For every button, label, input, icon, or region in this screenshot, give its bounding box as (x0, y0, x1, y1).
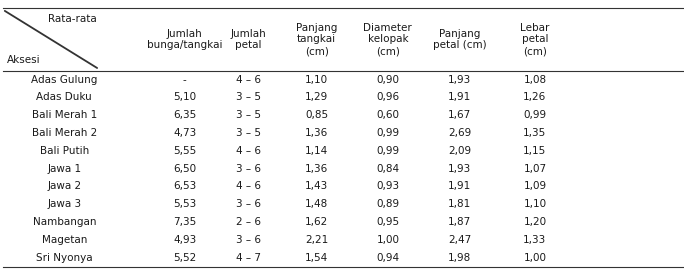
Text: 5,53: 5,53 (173, 199, 196, 209)
Text: -: - (183, 75, 187, 85)
Text: 0,96: 0,96 (376, 92, 399, 103)
Text: 1,08: 1,08 (523, 75, 547, 85)
Text: 0,93: 0,93 (376, 181, 399, 191)
Text: Panjang
petal (cm): Panjang petal (cm) (433, 29, 486, 50)
Text: 3 – 5: 3 – 5 (236, 128, 261, 138)
Text: 3 – 5: 3 – 5 (236, 110, 261, 120)
Text: 0,99: 0,99 (523, 110, 547, 120)
Text: 3 – 6: 3 – 6 (236, 199, 261, 209)
Text: 1,36: 1,36 (305, 164, 328, 174)
Text: 0,60: 0,60 (376, 110, 399, 120)
Text: 1,29: 1,29 (305, 92, 328, 103)
Text: 2 – 6: 2 – 6 (236, 217, 261, 227)
Text: 3 – 6: 3 – 6 (236, 164, 261, 174)
Text: 4 – 6: 4 – 6 (236, 146, 261, 156)
Text: 0,84: 0,84 (376, 164, 399, 174)
Text: 1,00: 1,00 (376, 235, 399, 245)
Text: 0,89: 0,89 (376, 199, 399, 209)
Text: Panjang
tangkai
(cm): Panjang tangkai (cm) (296, 23, 337, 56)
Text: Jawa 2: Jawa 2 (47, 181, 81, 191)
Text: Jumlah
bunga/tangkai: Jumlah bunga/tangkai (147, 29, 222, 50)
Text: 4 – 6: 4 – 6 (236, 75, 261, 85)
Text: 0,90: 0,90 (376, 75, 399, 85)
Text: 1,98: 1,98 (448, 253, 471, 263)
Text: 1,93: 1,93 (448, 75, 471, 85)
Text: Adas Duku: Adas Duku (36, 92, 92, 103)
Text: Sri Nyonya: Sri Nyonya (36, 253, 92, 263)
Text: 1,09: 1,09 (523, 181, 547, 191)
Text: 2,47: 2,47 (448, 235, 471, 245)
Text: 1,81: 1,81 (448, 199, 471, 209)
Text: Bali Putih: Bali Putih (40, 146, 89, 156)
Text: 6,50: 6,50 (173, 164, 196, 174)
Text: Lebar
petal
(cm): Lebar petal (cm) (521, 23, 549, 56)
Text: Bali Merah 1: Bali Merah 1 (31, 110, 97, 120)
Text: 4 – 7: 4 – 7 (236, 253, 261, 263)
Text: 5,52: 5,52 (173, 253, 196, 263)
Text: 1,35: 1,35 (523, 128, 547, 138)
Text: 1,20: 1,20 (523, 217, 547, 227)
Text: 1,14: 1,14 (305, 146, 328, 156)
Text: 4 – 6: 4 – 6 (236, 181, 261, 191)
Text: Jumlah
petal: Jumlah petal (231, 29, 266, 50)
Text: Diameter
kelopak
(cm): Diameter kelopak (cm) (363, 23, 412, 56)
Text: 2,21: 2,21 (305, 235, 328, 245)
Text: 4,93: 4,93 (173, 235, 196, 245)
Text: 0,95: 0,95 (376, 217, 399, 227)
Text: 0,85: 0,85 (305, 110, 328, 120)
Text: 1,87: 1,87 (448, 217, 471, 227)
Text: 1,54: 1,54 (305, 253, 328, 263)
Text: Nambangan: Nambangan (33, 217, 96, 227)
Text: 1,00: 1,00 (523, 253, 547, 263)
Text: 0,99: 0,99 (376, 146, 399, 156)
Text: 5,10: 5,10 (173, 92, 196, 103)
Text: Bali Merah 2: Bali Merah 2 (31, 128, 97, 138)
Text: 6,35: 6,35 (173, 110, 196, 120)
Text: 1,33: 1,33 (523, 235, 547, 245)
Text: 1,43: 1,43 (305, 181, 328, 191)
Text: 1,91: 1,91 (448, 92, 471, 103)
Text: Magetan: Magetan (42, 235, 87, 245)
Text: 1,15: 1,15 (523, 146, 547, 156)
Text: 6,53: 6,53 (173, 181, 196, 191)
Text: 1,07: 1,07 (523, 164, 547, 174)
Text: 0,94: 0,94 (376, 253, 399, 263)
Text: 3 – 6: 3 – 6 (236, 235, 261, 245)
Text: Adas Gulung: Adas Gulung (31, 75, 98, 85)
Text: 1,26: 1,26 (523, 92, 547, 103)
Text: 2,09: 2,09 (448, 146, 471, 156)
Text: 1,10: 1,10 (305, 75, 328, 85)
Text: 2,69: 2,69 (448, 128, 471, 138)
Text: Jawa 3: Jawa 3 (47, 199, 81, 209)
Text: Aksesi: Aksesi (7, 55, 40, 65)
Text: 1,48: 1,48 (305, 199, 328, 209)
Text: 5,55: 5,55 (173, 146, 196, 156)
Text: Jawa 1: Jawa 1 (47, 164, 81, 174)
Text: Rata-rata: Rata-rata (49, 14, 97, 24)
Text: 1,93: 1,93 (448, 164, 471, 174)
Text: 1,62: 1,62 (305, 217, 328, 227)
Text: 1,10: 1,10 (523, 199, 547, 209)
Text: 1,91: 1,91 (448, 181, 471, 191)
Text: 4,73: 4,73 (173, 128, 196, 138)
Text: 0,99: 0,99 (376, 128, 399, 138)
Text: 7,35: 7,35 (173, 217, 196, 227)
Text: 3 – 5: 3 – 5 (236, 92, 261, 103)
Text: 1,67: 1,67 (448, 110, 471, 120)
Text: 1,36: 1,36 (305, 128, 328, 138)
